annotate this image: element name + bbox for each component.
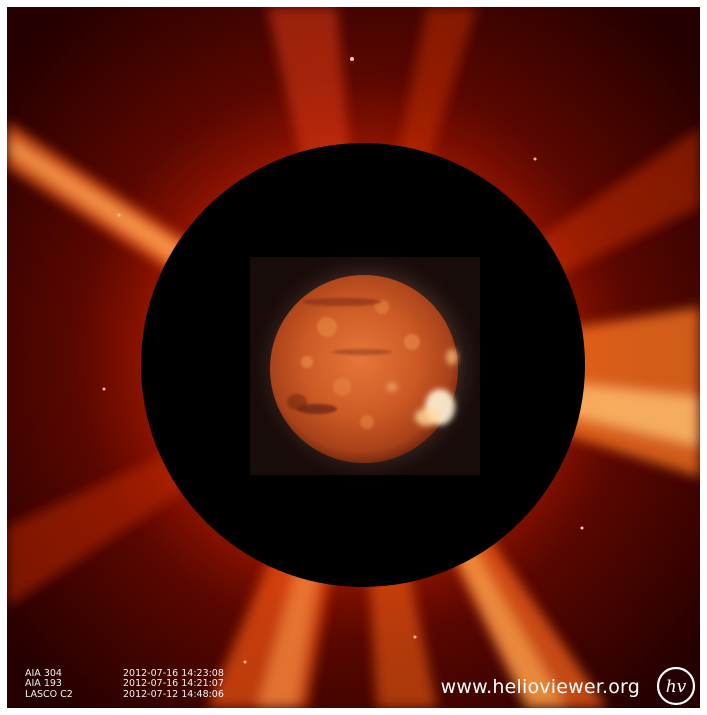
layer-row: LASCO C2 2012-07-12 14:48:06 <box>25 688 233 701</box>
solar-composite-image <box>7 7 700 708</box>
sun-surface-texture <box>287 298 420 429</box>
layer-info: AIA 304 2012-07-16 14:23:08 AIA 193 2012… <box>25 667 233 701</box>
watermark-url: www.helioviewer.org <box>440 676 640 698</box>
layer-date: 2012-07-12 14:48:06 <box>123 688 224 700</box>
solar-image-frame: AIA 304 2012-07-16 14:23:08 AIA 193 2012… <box>7 7 700 708</box>
layer-name: AIA 304 <box>25 667 62 679</box>
speckle-artifacts <box>102 57 584 664</box>
helioviewer-logo-icon: hv <box>656 666 696 706</box>
sun-disk <box>270 275 458 463</box>
layer-date: 2012-07-16 14:23:08 <box>123 667 224 679</box>
active-region <box>387 349 458 426</box>
logo-text: hv <box>666 677 687 697</box>
layer-name: AIA 193 <box>25 678 62 689</box>
layer-row: AIA 193 2012-07-16 14:21:07 <box>25 678 233 690</box>
layer-row: AIA 304 2012-07-16 14:23:08 <box>25 667 233 680</box>
layer-name: LASCO C2 <box>25 688 73 700</box>
layer-date: 2012-07-16 14:21:07 <box>123 678 224 689</box>
